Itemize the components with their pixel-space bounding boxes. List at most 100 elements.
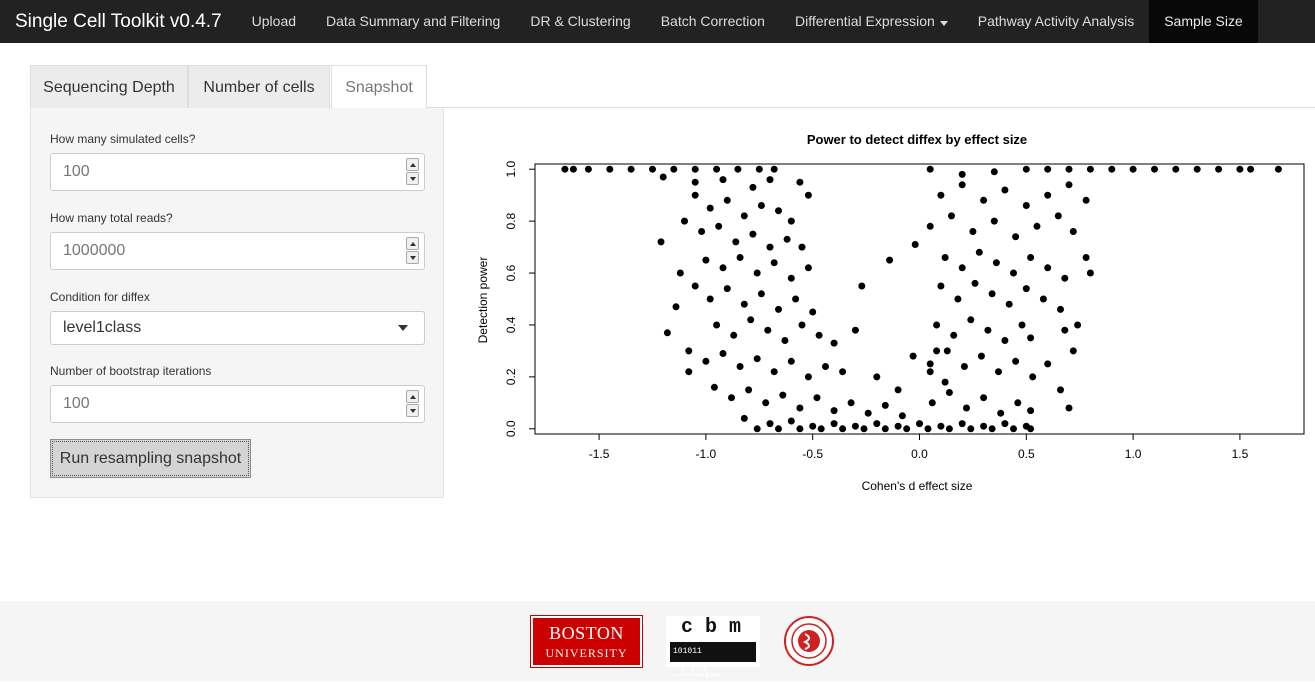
stepper-down-icon[interactable]	[406, 172, 419, 185]
data-point	[851, 326, 859, 334]
nav-label: Pathway Activity Analysis	[977, 13, 1135, 29]
stepper-up-icon[interactable]	[406, 158, 419, 171]
data-point	[719, 264, 727, 272]
nav-dr-clustering[interactable]: DR & Clustering	[515, 0, 645, 43]
x-tick-label: 1.5	[1232, 447, 1249, 461]
nav-label: Data Summary and Filtering	[326, 13, 501, 29]
cbm-logo[interactable]: cbm 101011	[666, 616, 760, 678]
data-point	[1027, 334, 1035, 342]
data-point	[809, 422, 817, 430]
university-seal-logo[interactable]	[784, 616, 834, 666]
cells-input[interactable]: 100	[50, 153, 425, 191]
data-point	[1001, 186, 1009, 194]
data-point	[787, 357, 795, 365]
x-tick-label: 1.0	[1125, 447, 1142, 461]
bootstrap-stepper[interactable]	[406, 390, 419, 418]
data-point	[1044, 165, 1052, 173]
data-point	[715, 222, 723, 230]
app-brand[interactable]: Single Cell Toolkit v0.4.7	[15, 11, 222, 32]
x-tick-label: -1.5	[589, 447, 610, 461]
data-point	[1022, 165, 1030, 173]
data-point	[1022, 285, 1030, 293]
reads-label: How many total reads?	[50, 211, 173, 225]
data-point	[766, 243, 774, 251]
data-point	[755, 165, 763, 173]
cells-label: How many simulated cells?	[50, 132, 196, 146]
data-point	[766, 420, 774, 428]
data-point	[988, 290, 996, 298]
nav-label: Sample Size	[1164, 13, 1243, 29]
data-point	[740, 300, 748, 308]
data-point	[1001, 337, 1009, 344]
data-point	[990, 168, 998, 176]
data-point	[967, 425, 975, 433]
data-point	[672, 303, 680, 311]
data-point	[950, 331, 958, 339]
nav-differential-expression[interactable]: Differential Expression	[780, 0, 963, 43]
reads-stepper[interactable]	[406, 237, 419, 265]
data-point	[1057, 386, 1064, 394]
footer: BOSTON UNIVERSITY cbm 101011	[0, 601, 1315, 681]
tab-sequencing-depth[interactable]: Sequencing Depth	[30, 65, 188, 108]
data-point	[1044, 360, 1052, 368]
data-point	[958, 181, 966, 189]
nav-pathway-activity[interactable]: Pathway Activity Analysis	[963, 0, 1149, 43]
data-point	[740, 414, 748, 422]
y-tick-label: 0.8	[504, 212, 518, 229]
data-point	[809, 308, 817, 316]
stepper-up-icon[interactable]	[406, 390, 419, 403]
data-point	[984, 326, 992, 334]
tab-number-of-cells[interactable]: Number of cells	[188, 65, 330, 108]
data-point	[792, 295, 800, 303]
run-resampling-button[interactable]: Run resampling snapshot	[50, 439, 251, 478]
data-point	[1001, 420, 1009, 428]
plot-area	[534, 163, 1305, 435]
condition-value: level1class	[63, 319, 142, 336]
data-point	[796, 425, 804, 433]
data-point	[1029, 373, 1037, 381]
data-point	[787, 274, 795, 282]
data-point	[740, 212, 748, 220]
data-point	[764, 326, 772, 334]
data-point	[926, 165, 934, 173]
data-point	[757, 202, 765, 209]
cells-stepper[interactable]	[406, 158, 419, 186]
nav-sample-size[interactable]: Sample Size	[1149, 0, 1258, 43]
nav-batch-correction[interactable]: Batch Correction	[646, 0, 780, 43]
data-point	[969, 228, 977, 235]
tab-snapshot[interactable]: Snapshot	[331, 65, 427, 109]
x-tick-label: -1.0	[696, 447, 717, 461]
data-point	[749, 183, 757, 191]
stepper-down-icon[interactable]	[406, 251, 419, 264]
data-point	[706, 204, 714, 212]
data-point	[937, 191, 945, 199]
data-point	[804, 191, 812, 199]
scatter-plot: Power to detect diffex by effect size -1…	[476, 132, 1305, 493]
data-point	[830, 407, 838, 415]
data-point	[1274, 165, 1282, 173]
data-point	[770, 259, 778, 267]
data-point	[775, 425, 782, 433]
tab-bar: Sequencing Depth Number of cells Snapsho…	[30, 65, 1315, 109]
data-point	[1236, 165, 1244, 173]
stepper-up-icon[interactable]	[406, 237, 419, 250]
y-axis: 0.0 0.2 0.4 0.6 0.8 1.0	[504, 161, 535, 437]
data-point	[945, 425, 953, 433]
reads-value: 1000000	[63, 242, 126, 259]
nav-upload[interactable]: Upload	[237, 0, 311, 43]
reads-input[interactable]: 1000000	[50, 232, 425, 270]
bootstrap-input[interactable]: 100	[50, 385, 425, 423]
data-point	[941, 378, 949, 386]
data-point	[851, 422, 859, 430]
data-point	[995, 368, 1002, 376]
nav-data-summary[interactable]: Data Summary and Filtering	[311, 0, 515, 43]
nav-menu: Upload Data Summary and Filtering DR & C…	[237, 0, 1258, 43]
data-point	[1027, 425, 1035, 433]
caret-down-icon	[939, 20, 948, 26]
data-point	[1012, 357, 1020, 365]
stepper-down-icon[interactable]	[406, 404, 419, 417]
data-point	[1065, 181, 1073, 189]
navbar: Single Cell Toolkit v0.4.7 Upload Data S…	[0, 0, 1315, 43]
condition-select[interactable]: level1class	[50, 311, 425, 345]
boston-university-logo[interactable]: BOSTON UNIVERSITY	[530, 615, 643, 668]
